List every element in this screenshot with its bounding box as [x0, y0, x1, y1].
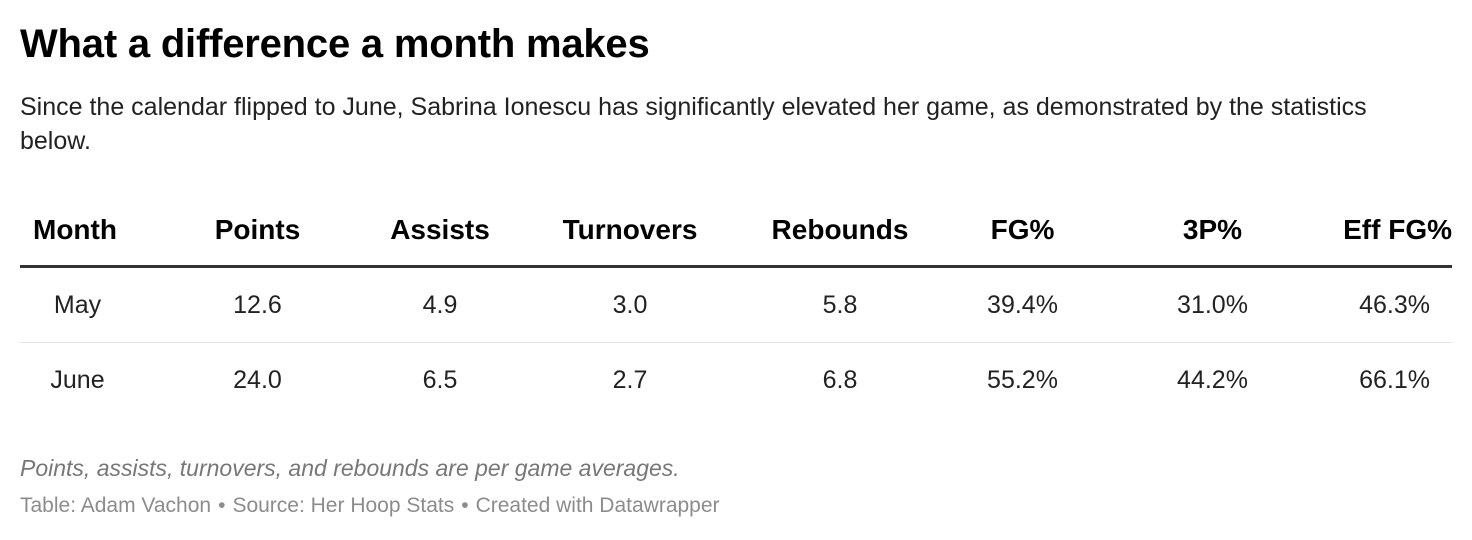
chart-credits: Table: Adam Vachon • Source: Her Hoop Stat… — [20, 494, 720, 518]
cell-fg-pct: 39.4% — [920, 266, 1125, 343]
table-row: May 12.6 4.9 3.0 5.8 39.4% 31.0% 46.3% — [20, 266, 1452, 343]
cell-eff-fg-pct: 66.1% — [1359, 365, 1430, 394]
cell-turnovers: 3.0 — [500, 266, 760, 343]
credit-created-with: Created with Datawrapper — [475, 494, 720, 517]
cell-rebounds: 5.8 — [760, 266, 920, 343]
cell-assists: 4.9 — [380, 266, 500, 343]
cell-3p-pct: 44.2% — [1177, 365, 1248, 394]
cell-rebounds: 6.8 — [822, 365, 858, 394]
credit-table-author: Table: Adam Vachon — [20, 494, 212, 517]
column-header-points: Points — [135, 195, 380, 268]
cell-month: May — [20, 266, 135, 343]
chart-title: What a difference a month makes — [20, 22, 650, 66]
column-header-rebounds: Rebounds — [760, 195, 920, 268]
cell-fg-pct: 55.2% — [987, 365, 1058, 394]
column-header-eff-fg-pct: Eff FG% — [1300, 195, 1452, 268]
column-header-turnovers: Turnovers — [500, 195, 760, 268]
chart-subtitle: Since the calendar flipped to June, Sabr… — [20, 93, 1367, 155]
chart-notes: Points, assists, turnovers, and rebounds… — [20, 455, 680, 481]
table-row: June 24.0 6.5 2.7 6.8 55.2% 44.2% 66.1% — [20, 343, 1452, 418]
cell-assists: 6.5 — [422, 365, 458, 394]
table-header-row: Month Points Assists Turnovers Rebounds … — [20, 195, 1452, 268]
cell-eff-fg-pct: 46.3% — [1300, 266, 1452, 343]
cell-points: 12.6 — [135, 266, 380, 343]
credit-source: Source: Her Hoop Stats — [232, 494, 455, 517]
column-header-3p-pct: 3P% — [1125, 195, 1300, 268]
cell-month: June — [50, 365, 105, 394]
column-header-fg-pct: FG% — [920, 195, 1125, 268]
stats-table: Month Points Assists Turnovers Rebounds … — [20, 195, 1452, 417]
column-header-assists: Assists — [380, 195, 500, 268]
cell-turnovers: 2.7 — [612, 365, 648, 394]
credit-separator: • — [218, 494, 226, 517]
cell-points: 24.0 — [233, 365, 282, 394]
column-header-month: Month — [20, 195, 135, 268]
cell-3p-pct: 31.0% — [1125, 266, 1300, 343]
credit-separator: • — [461, 494, 469, 517]
